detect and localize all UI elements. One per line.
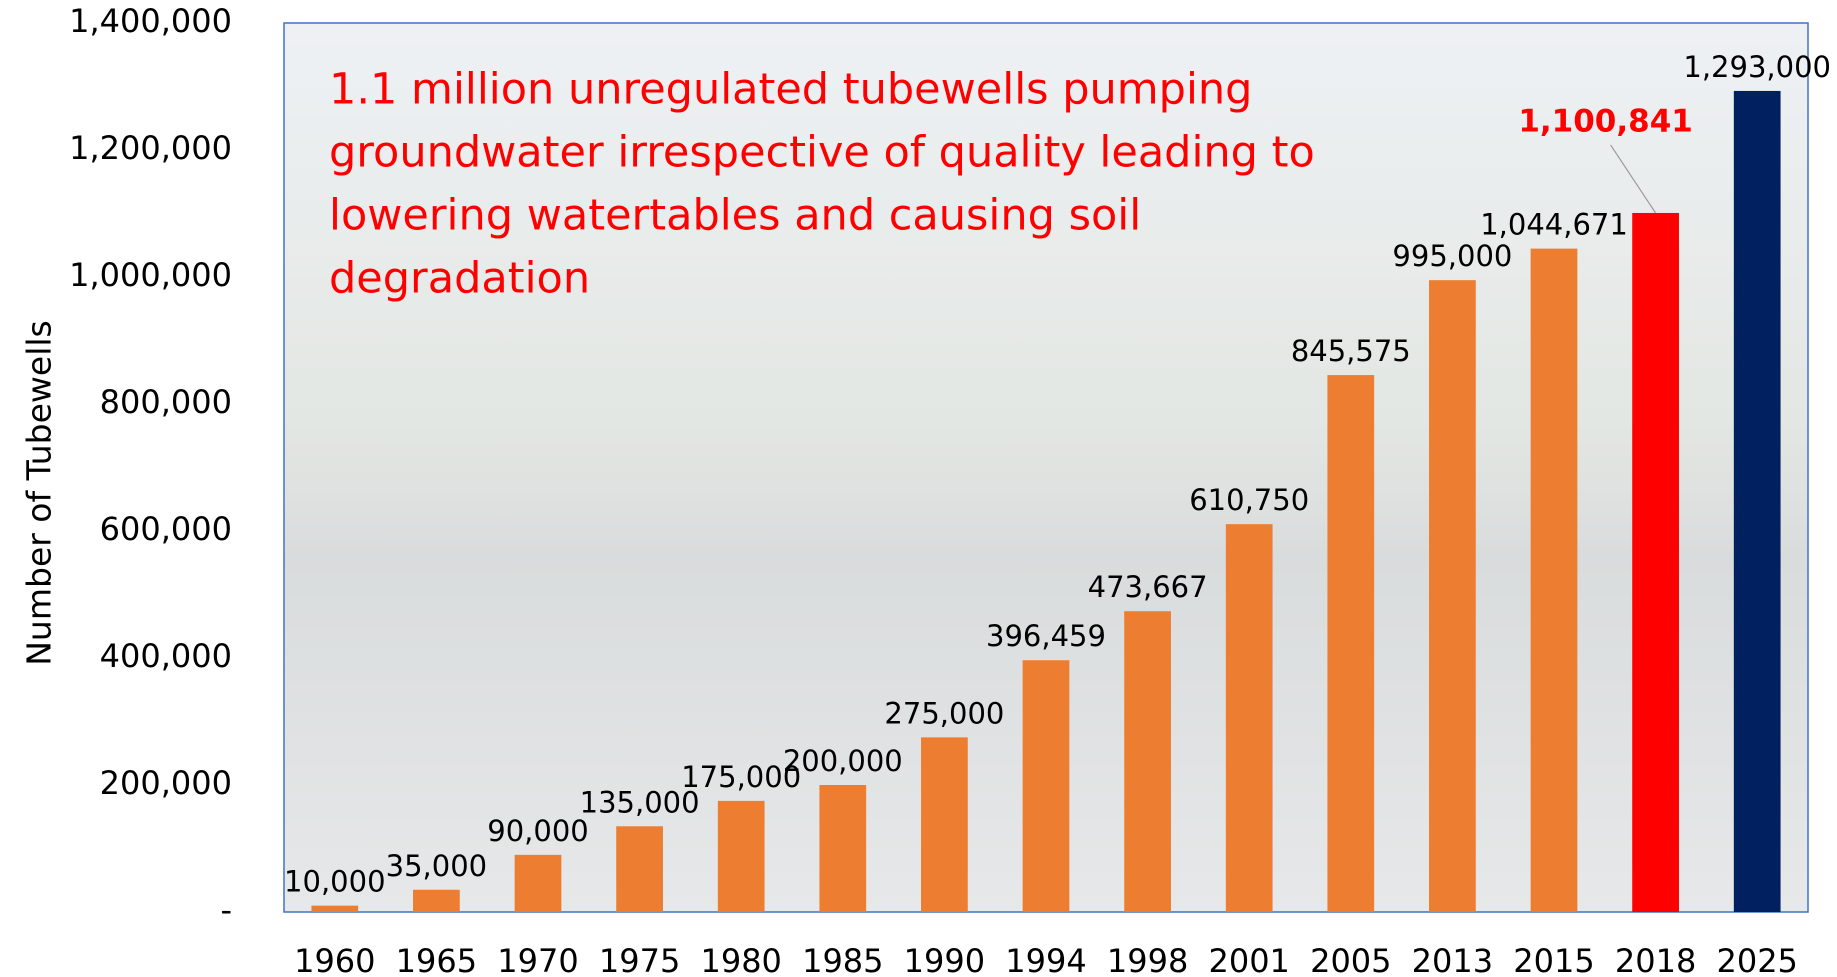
value-label: 10,000 <box>284 865 385 899</box>
bar <box>1327 375 1374 912</box>
annotation-line: 1.1 million unregulated tubewells pumpin… <box>329 65 1252 115</box>
bar <box>1429 280 1476 912</box>
page: 1.1 million unregulated tubewells pumpin… <box>0 0 1837 977</box>
x-tick-label: 2013 <box>1412 942 1493 977</box>
bar <box>1632 213 1679 912</box>
bar <box>1023 660 1070 912</box>
value-label: 1,044,671 <box>1480 208 1628 242</box>
x-tick-label: 1985 <box>802 942 883 977</box>
bar <box>718 801 765 912</box>
x-tick-label: 2018 <box>1615 942 1696 977</box>
x-tick-label: 1998 <box>1107 942 1188 977</box>
value-label: 473,667 <box>1088 570 1208 604</box>
annotation-line: degradation <box>329 254 590 304</box>
value-label: 275,000 <box>884 696 1004 730</box>
bar <box>1226 524 1273 912</box>
chart: 1.1 million unregulated tubewells pumpin… <box>0 0 1837 977</box>
x-tick-label: 1975 <box>599 942 680 977</box>
value-label: 845,575 <box>1291 334 1411 368</box>
y-tick-label: 1,200,000 <box>69 129 232 167</box>
value-label: 200,000 <box>783 744 903 778</box>
x-tick-label: 2025 <box>1716 942 1797 977</box>
x-tick-label: 1970 <box>497 942 578 977</box>
value-label: 35,000 <box>386 849 487 883</box>
annotation-line: lowering watertables and causing soil <box>329 191 1141 241</box>
bar <box>515 855 562 912</box>
bar <box>1531 249 1578 912</box>
x-tick-label: 1990 <box>904 942 985 977</box>
y-tick-label: 1,000,000 <box>69 256 232 294</box>
x-tick-label: 2005 <box>1310 942 1391 977</box>
y-tick-label: - <box>220 891 232 929</box>
bar <box>413 890 460 912</box>
x-tick-label: 1994 <box>1005 942 1086 977</box>
bar <box>616 826 663 912</box>
value-label: 1,100,841 <box>1518 103 1693 139</box>
x-tick-label: 1960 <box>294 942 375 977</box>
bar <box>1734 91 1781 912</box>
y-tick-label: 600,000 <box>100 510 232 548</box>
bar <box>311 906 358 912</box>
x-tick-label: 2015 <box>1513 942 1594 977</box>
x-tick-label: 2001 <box>1208 942 1289 977</box>
value-label: 610,750 <box>1189 483 1309 517</box>
value-label: 90,000 <box>487 814 588 848</box>
y-tick-label: 200,000 <box>100 764 232 802</box>
x-tick-label: 1980 <box>700 942 781 977</box>
y-tick-label: 400,000 <box>100 637 232 675</box>
annotation-line: groundwater irrespective of quality lead… <box>329 128 1315 178</box>
value-label: 1,293,000 <box>1683 50 1831 84</box>
bar <box>1124 611 1171 912</box>
x-tick-label: 1965 <box>396 942 477 977</box>
y-tick-label: 800,000 <box>100 383 232 421</box>
y-axis-title: Number of Tubewells <box>20 320 59 666</box>
value-label: 995,000 <box>1392 239 1512 273</box>
bar <box>819 785 866 912</box>
y-tick-label: 1,400,000 <box>69 2 232 40</box>
bar <box>921 737 968 912</box>
value-label: 396,459 <box>986 619 1106 653</box>
